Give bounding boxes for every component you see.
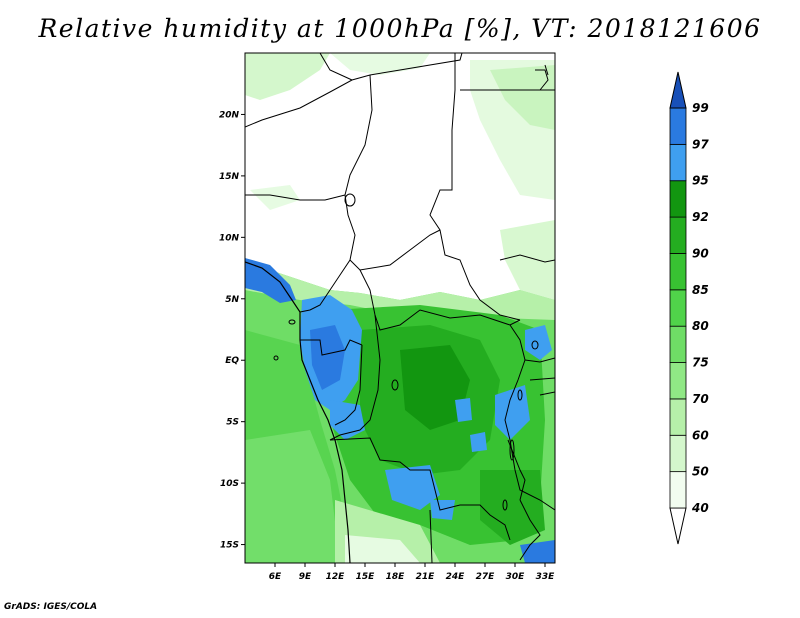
- colorbar-label: 40: [691, 501, 709, 515]
- colorbar-label: 99: [692, 101, 709, 115]
- border-sinai: [535, 69, 549, 91]
- map-title: Relative humidity at 1000hPa [%], VT: 20…: [38, 14, 762, 43]
- lon-tick-label: 24E: [446, 572, 466, 582]
- field-south-lightest: [345, 535, 420, 563]
- colorbar-band: [669, 471, 687, 509]
- field-ocean-south: [245, 430, 340, 563]
- field-dry-north: [245, 53, 555, 300]
- field-patch-e: [500, 220, 555, 300]
- border-chad-car: [349, 229, 441, 271]
- country-borders: [245, 53, 555, 563]
- lon-tick-label: 9E: [299, 572, 312, 582]
- colorbar-band: [669, 434, 687, 473]
- lat-tick-label: 20N: [219, 110, 240, 120]
- field-blue-se: [520, 540, 555, 563]
- lat-tick-label: EQ: [225, 356, 239, 366]
- lake-tanganyika: [509, 439, 515, 461]
- grads-credit: GrADS: IGES/COLA: [4, 602, 98, 612]
- field-blue-south: [385, 465, 440, 510]
- colorbar-label: 60: [692, 428, 709, 442]
- plot-frame: [244, 52, 556, 564]
- latitude-axis: 20N 15N 10N 5N EQ 5S 10S 15S: [219, 110, 245, 551]
- lat-tick-label: 5N: [225, 295, 239, 305]
- border-angola-zambia: [429, 509, 433, 563]
- island-sao-tome: [273, 355, 279, 361]
- colorbar-band: [669, 107, 687, 145]
- field-blue-spot1: [455, 398, 472, 422]
- lake-kivu: [517, 389, 523, 401]
- border-drc-east: [504, 324, 555, 511]
- colorbar-label: 97: [692, 137, 709, 151]
- lake-albert: [531, 340, 539, 350]
- field-blue-ne: [525, 325, 552, 360]
- border-uganda: [524, 357, 555, 363]
- field-blue-gabon-core: [310, 325, 345, 390]
- lat-tick-label: 15S: [220, 541, 239, 551]
- colorbar-label: 95: [692, 174, 709, 188]
- lon-tick-label: 15E: [356, 572, 376, 582]
- coastline: [245, 261, 351, 563]
- lon-tick-label: 6E: [269, 572, 282, 582]
- colorbar-label: 85: [692, 283, 709, 297]
- colorbar-band: [669, 143, 687, 182]
- colorbar-label: 90: [692, 246, 709, 260]
- colorbar-over-arrow: [669, 71, 687, 109]
- island-bioko: [288, 319, 296, 325]
- longitude-axis: 6E 9E 12E 15E 18E 21E 24E 27E 30E 33E: [269, 563, 555, 582]
- border-malawi: [519, 499, 541, 561]
- border-tanzania: [539, 391, 555, 396]
- lat-tick-label: 15N: [219, 172, 240, 182]
- lat-tick-label: 10N: [219, 233, 240, 243]
- lon-tick-label: 33E: [536, 572, 556, 582]
- field-blue-congo: [330, 400, 365, 440]
- field-blue-south2: [430, 500, 455, 520]
- lon-tick-label: 27E: [476, 572, 496, 582]
- field-blue-gulf: [245, 258, 296, 303]
- border-gabon-congo: [334, 344, 363, 426]
- lon-tick-label: 18E: [386, 572, 406, 582]
- lat-tick-label: 5S: [226, 418, 239, 428]
- colorbar-label: 50: [692, 465, 709, 479]
- border-angola-drc: [329, 437, 511, 541]
- colorbar-under-arrow: [669, 507, 687, 545]
- border-niger-nigeria: [245, 194, 346, 201]
- colorbar-band: [669, 253, 687, 291]
- humidity-field: [245, 53, 555, 563]
- colorbar-band: [669, 325, 687, 363]
- border-kenya: [529, 377, 555, 381]
- lake-mai-ndombe: [391, 379, 399, 391]
- lake-chad: [344, 193, 356, 207]
- field-se: [480, 470, 545, 545]
- colorbar-label: 70: [692, 392, 709, 406]
- border-algeria-libya: [319, 53, 353, 81]
- field-transition: [245, 262, 555, 320]
- border-car-south: [359, 269, 521, 331]
- colorbar-band: [669, 362, 687, 400]
- colorbar-band: [669, 398, 687, 436]
- field-patch-ne2: [490, 65, 555, 130]
- lon-tick-label: 21E: [416, 572, 436, 582]
- border-cameroon: [299, 289, 331, 313]
- lon-tick-label: 12E: [326, 572, 346, 582]
- border-congo-drc: [329, 314, 381, 441]
- field-patch-nw: [245, 53, 330, 100]
- border-north: [245, 53, 463, 128]
- colorbar-label: 75: [692, 356, 709, 370]
- colorbar: 40 50 60 70 75 80 85 90 92 95 97 99: [669, 71, 709, 545]
- border-eqguinea-gabon: [300, 339, 363, 356]
- field-patch-w: [250, 185, 300, 210]
- colorbar-band: [669, 216, 687, 254]
- field-blue-spot2: [470, 432, 487, 452]
- lat-tick-label: 10S: [220, 479, 239, 489]
- colorbar-label: 92: [692, 210, 709, 224]
- border-israel: [544, 64, 549, 76]
- lake-mweru: [502, 499, 508, 511]
- border-ethiopia: [499, 254, 555, 263]
- field-basin-deep: [400, 345, 470, 430]
- colorbar-label: 80: [692, 319, 709, 333]
- lon-tick-label: 30E: [506, 572, 526, 582]
- colorbar-band: [669, 180, 687, 218]
- colorbar-band: [669, 289, 687, 327]
